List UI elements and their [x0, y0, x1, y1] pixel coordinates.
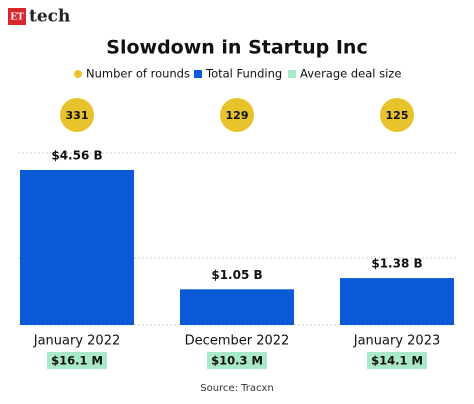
rounds-circle — [380, 98, 414, 132]
rounds-label: 125 — [386, 109, 409, 122]
logo-text: tech — [29, 7, 70, 27]
rounds-circle — [60, 98, 94, 132]
legend-label: Number of rounds — [86, 67, 190, 81]
deal-size-box — [207, 352, 267, 369]
deal-size-box — [367, 352, 427, 369]
legend-marker — [288, 70, 296, 78]
logo-box — [8, 8, 26, 25]
x-tick-label: January 2022 — [33, 334, 121, 349]
deal-size-label: $16.1 M — [51, 354, 103, 368]
x-tick-label: December 2022 — [185, 334, 290, 349]
bar — [180, 289, 294, 325]
deal-size-label: $14.1 M — [371, 354, 423, 368]
rounds-circle — [220, 98, 254, 132]
bar-value-label: $1.38 B — [371, 257, 422, 271]
legend-marker — [74, 70, 82, 78]
deal-size-box — [47, 352, 107, 369]
rounds-label: 129 — [226, 109, 249, 122]
deal-size-label: $10.3 M — [211, 354, 263, 368]
bar — [20, 169, 134, 325]
chart-title: Slowdown in Startup Inc — [106, 37, 367, 59]
bar-value-label: $4.56 B — [51, 148, 102, 162]
logo-mark: ET — [10, 13, 24, 23]
bar — [340, 278, 454, 325]
source: Source: Tracxn — [200, 383, 274, 394]
bar-value-label: $1.05 B — [211, 268, 262, 282]
legend-marker — [194, 70, 202, 78]
legend-label: Average deal size — [300, 67, 401, 81]
x-tick-label: January 2023 — [353, 334, 441, 349]
legend-label: Total Funding — [205, 67, 282, 81]
rounds-label: 331 — [66, 109, 89, 122]
